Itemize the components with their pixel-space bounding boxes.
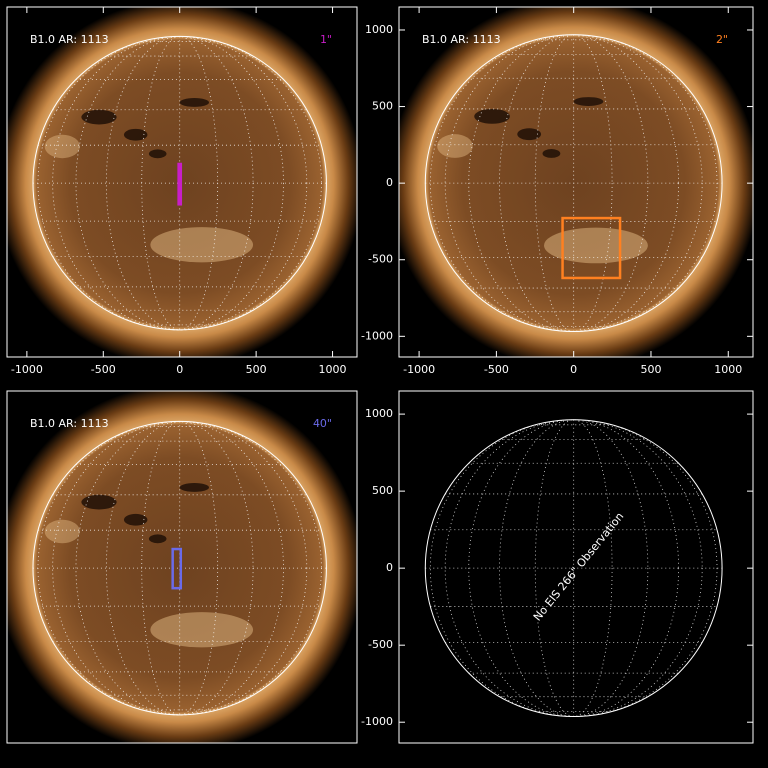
x-tick-label: -500 xyxy=(484,363,509,376)
limb xyxy=(424,34,723,333)
x-tick-label: -1000 xyxy=(403,363,435,376)
x-tick-label: -500 xyxy=(91,363,116,376)
x-tick-label: 500 xyxy=(640,363,661,376)
x-tick-label: 0 xyxy=(570,363,577,376)
coronal-hole xyxy=(148,149,167,159)
longitude-line xyxy=(75,36,284,331)
x-tick-label: 500 xyxy=(246,363,267,376)
coronal-hole xyxy=(179,98,210,107)
longitude-line xyxy=(444,34,703,332)
helio-grid xyxy=(32,36,327,331)
y-tick-label: 1000 xyxy=(365,23,393,36)
helio-grid xyxy=(425,34,723,332)
coronal-hole xyxy=(148,534,167,544)
longitude-line xyxy=(52,36,308,331)
coronal-hole xyxy=(474,108,510,124)
x-tick-label: 1000 xyxy=(319,363,347,376)
y-tick-label: 1000 xyxy=(365,407,393,420)
active-region xyxy=(150,612,254,648)
limb xyxy=(32,35,327,331)
coronal-hole xyxy=(517,128,542,141)
longitude-line xyxy=(52,421,308,716)
plot-area xyxy=(399,7,753,357)
coronal-hole xyxy=(123,128,148,141)
coronal-hole xyxy=(123,513,148,526)
observation-box xyxy=(171,547,183,590)
longitude-line xyxy=(75,421,284,716)
y-tick-label: 0 xyxy=(386,176,393,189)
panel-label: 40" xyxy=(313,417,332,430)
panel-title: B1.0 AR: 1113 xyxy=(30,33,109,46)
longitude-line xyxy=(37,421,322,716)
y-tick-label: 500 xyxy=(372,484,393,497)
panel: -1000 -500 0 500 1000 -1000 -500 0 500 1000 B1.0 A… xyxy=(361,6,754,376)
longitude-line xyxy=(429,34,718,332)
active-region xyxy=(150,227,254,263)
y-tick-label: -1000 xyxy=(361,715,393,728)
active-region xyxy=(437,134,473,158)
active-region xyxy=(44,519,80,544)
y-tick-label: 0 xyxy=(386,561,393,574)
coronal-hole xyxy=(542,149,561,158)
x-tick-label: 0 xyxy=(176,363,183,376)
panel-title: B1.0 AR: 1113 xyxy=(30,417,109,430)
longitude-line xyxy=(499,419,649,717)
y-tick-label: 500 xyxy=(372,100,393,113)
limb xyxy=(32,420,327,716)
panel: B1.0 AR: 1113 40" xyxy=(6,390,358,744)
longitude-line xyxy=(429,419,718,717)
frame xyxy=(398,6,754,358)
observation-box xyxy=(177,162,183,206)
observation-box xyxy=(561,216,622,280)
y-tick-label: -1000 xyxy=(361,329,393,342)
helio-grid xyxy=(32,421,327,716)
coronal-hole xyxy=(81,109,117,125)
frame xyxy=(6,390,358,744)
panel-label: 1" xyxy=(320,33,332,46)
active-region xyxy=(44,134,80,159)
longitude-line xyxy=(444,419,703,717)
coronal-hole xyxy=(179,483,210,492)
limb xyxy=(424,419,723,718)
plot-area xyxy=(424,419,723,718)
coronal-hole xyxy=(81,494,117,510)
panel: -1000 -500 0 500 1000 B1.0 AR: 1113 1" xyxy=(6,6,358,376)
longitude-line xyxy=(37,36,322,331)
frame xyxy=(398,390,754,744)
panel-title: B1.0 AR: 1113 xyxy=(422,33,501,46)
active-region xyxy=(544,227,648,264)
x-tick-label: -1000 xyxy=(11,363,43,376)
longitude-line xyxy=(499,34,649,332)
y-tick-label: -500 xyxy=(368,253,393,266)
panel-label: 2" xyxy=(716,33,728,46)
corona xyxy=(399,7,753,357)
frame xyxy=(6,6,358,358)
coronal-hole xyxy=(573,97,604,106)
x-tick-label: 1000 xyxy=(714,363,742,376)
y-tick-label: -500 xyxy=(368,638,393,651)
